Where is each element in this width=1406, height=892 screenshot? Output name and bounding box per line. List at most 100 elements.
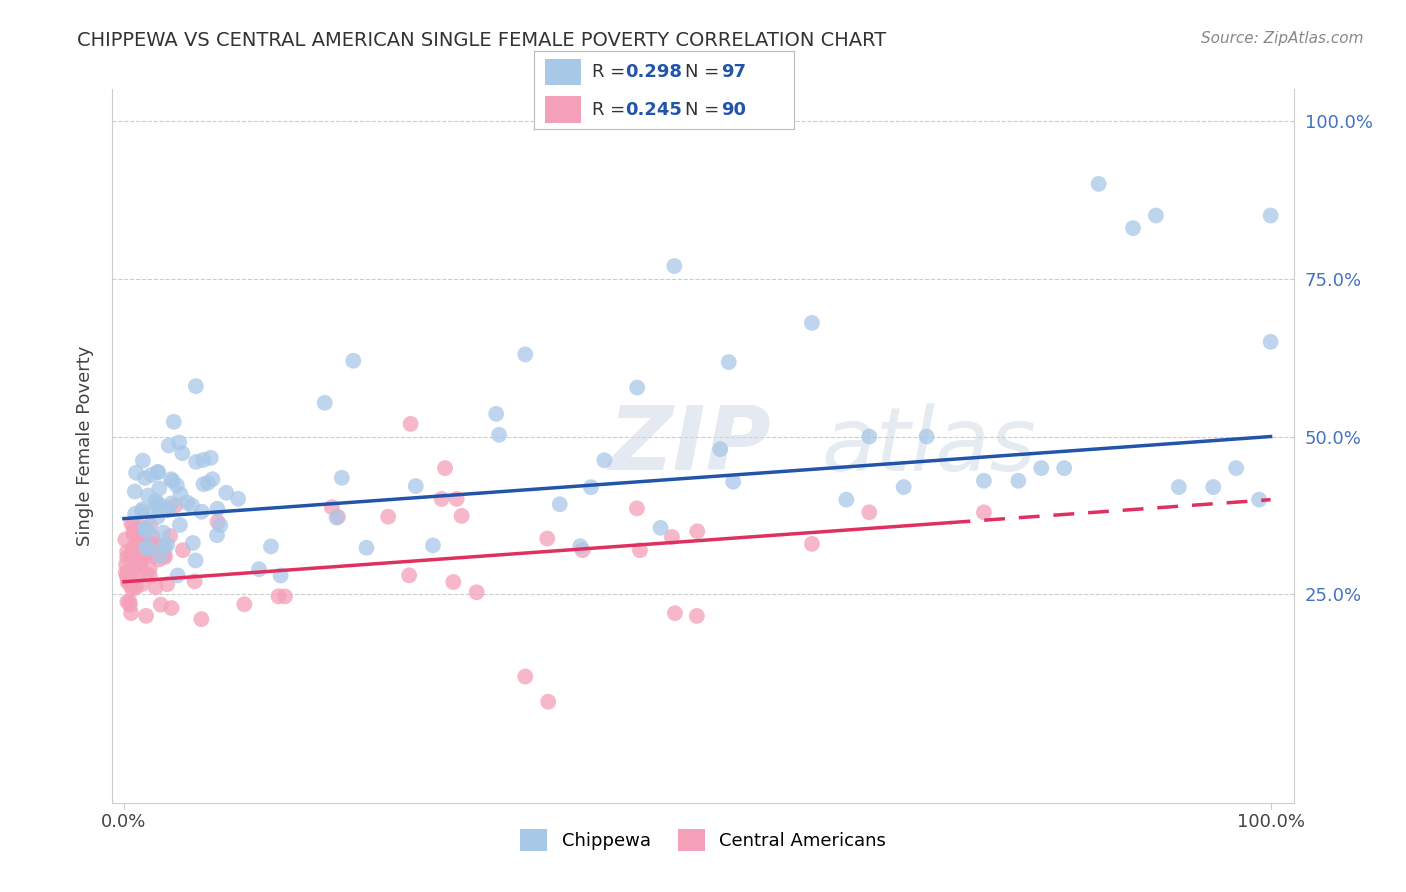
Point xyxy=(446,491,468,506)
Point xyxy=(129,553,152,567)
Point xyxy=(167,435,190,450)
Point xyxy=(260,540,283,554)
Point xyxy=(135,566,157,581)
Point xyxy=(134,523,156,537)
Point xyxy=(915,429,938,443)
FancyBboxPatch shape xyxy=(544,96,581,123)
Point xyxy=(132,535,155,549)
Point xyxy=(117,574,139,589)
Point xyxy=(1053,461,1076,475)
Point xyxy=(233,597,256,611)
Point xyxy=(153,548,176,562)
Point xyxy=(146,465,169,479)
Text: CHIPPEWA VS CENTRAL AMERICAN SINGLE FEMALE POVERTY CORRELATION CHART: CHIPPEWA VS CENTRAL AMERICAN SINGLE FEMA… xyxy=(77,31,887,50)
Point xyxy=(115,569,138,583)
Point xyxy=(160,496,183,510)
Point xyxy=(686,524,709,539)
Point xyxy=(129,520,152,534)
Point xyxy=(515,669,537,683)
Text: 0.245: 0.245 xyxy=(626,101,682,119)
Point xyxy=(450,508,472,523)
Point xyxy=(117,565,139,579)
Point xyxy=(146,499,169,513)
Point xyxy=(184,379,207,393)
Point xyxy=(166,568,188,582)
Point xyxy=(973,474,995,488)
Legend: Chippewa, Central Americans: Chippewa, Central Americans xyxy=(513,822,893,858)
Point xyxy=(800,537,823,551)
Point xyxy=(1122,221,1144,235)
Point xyxy=(169,487,191,501)
Point xyxy=(135,545,157,559)
Text: R =: R = xyxy=(592,101,630,119)
Point xyxy=(122,525,145,540)
Point xyxy=(190,612,212,626)
Point xyxy=(537,695,560,709)
Point xyxy=(226,491,249,506)
Point xyxy=(270,568,292,582)
Point xyxy=(405,479,427,493)
Point xyxy=(326,509,349,524)
Point xyxy=(664,606,686,620)
Point xyxy=(129,557,152,571)
Point xyxy=(132,453,155,467)
Point xyxy=(120,579,142,593)
Point xyxy=(721,475,744,489)
Point xyxy=(1031,461,1053,475)
Point xyxy=(181,499,204,513)
Point xyxy=(122,517,145,532)
Point xyxy=(145,580,167,594)
Point xyxy=(650,521,672,535)
Text: ZIP: ZIP xyxy=(609,402,772,490)
Point xyxy=(153,539,176,553)
Point xyxy=(136,489,159,503)
Point xyxy=(153,549,176,564)
Point xyxy=(159,529,181,543)
Point xyxy=(193,453,215,467)
Point xyxy=(571,543,593,558)
Point xyxy=(172,446,194,460)
Point xyxy=(138,541,160,556)
Point xyxy=(215,485,238,500)
Point xyxy=(125,565,148,579)
Text: 97: 97 xyxy=(721,63,747,81)
Point xyxy=(485,407,508,421)
Point xyxy=(131,577,153,591)
Point xyxy=(430,491,453,506)
Point xyxy=(131,502,153,516)
Point xyxy=(661,530,683,544)
Point xyxy=(356,541,378,555)
Point xyxy=(717,355,740,369)
Point xyxy=(117,595,139,609)
Point xyxy=(145,493,167,508)
Point xyxy=(125,559,148,574)
Point xyxy=(342,353,364,368)
Point xyxy=(973,505,995,519)
Point xyxy=(134,538,156,552)
Text: Source: ZipAtlas.com: Source: ZipAtlas.com xyxy=(1201,31,1364,46)
Point xyxy=(548,497,571,511)
Point xyxy=(536,532,558,546)
Point xyxy=(136,524,159,539)
Point xyxy=(569,539,592,553)
Point xyxy=(893,480,915,494)
Point xyxy=(314,396,336,410)
Point xyxy=(117,575,139,590)
Point xyxy=(120,548,142,562)
Point xyxy=(1167,480,1189,494)
Point xyxy=(434,461,457,475)
Point xyxy=(664,259,686,273)
Point xyxy=(160,601,183,615)
Point xyxy=(207,501,229,516)
Point xyxy=(149,549,172,563)
Point xyxy=(441,574,464,589)
Point xyxy=(142,549,165,563)
Point xyxy=(139,505,162,519)
Point xyxy=(488,427,510,442)
Point xyxy=(135,608,157,623)
Point xyxy=(858,505,880,519)
Point xyxy=(1087,177,1109,191)
Point xyxy=(399,417,422,431)
Point xyxy=(247,562,270,576)
Point xyxy=(114,533,136,547)
